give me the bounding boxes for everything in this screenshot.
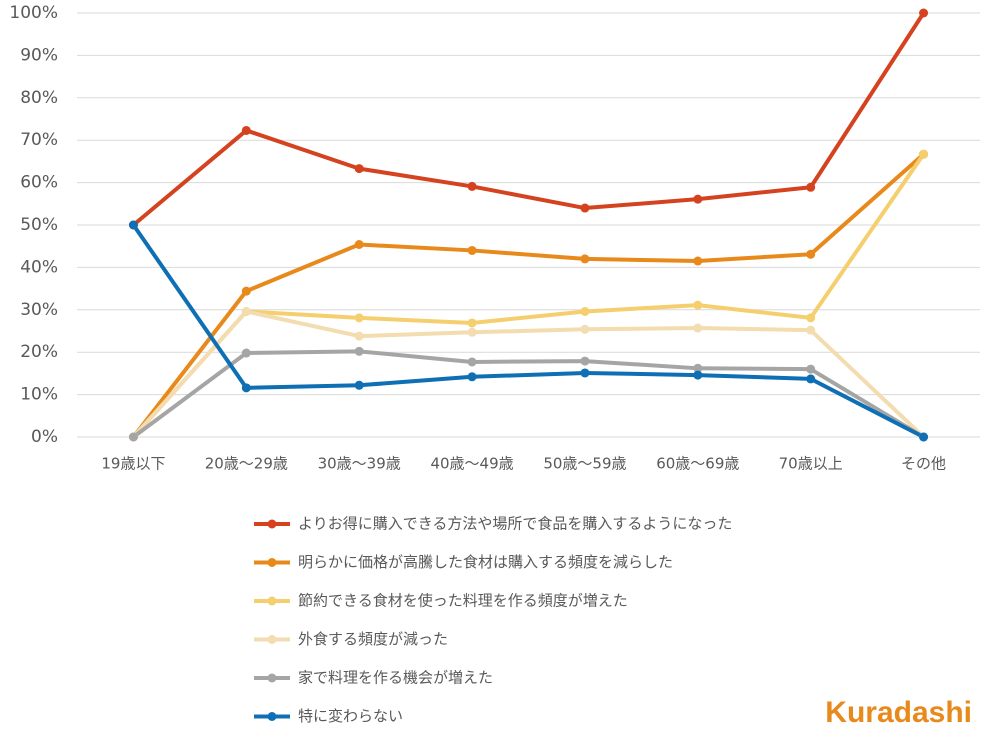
point xyxy=(806,249,816,259)
x-tick-label: 60歳～69歳 xyxy=(656,455,739,473)
point xyxy=(580,356,590,366)
point xyxy=(806,313,816,323)
legend-marker xyxy=(267,558,277,567)
point xyxy=(919,8,929,18)
point xyxy=(693,300,703,310)
point xyxy=(693,194,703,204)
y-tick-label: 60% xyxy=(20,173,58,193)
point xyxy=(467,327,477,337)
point xyxy=(919,432,929,442)
point xyxy=(354,240,364,250)
series-line xyxy=(131,223,925,439)
logo: Kuradashi xyxy=(825,696,972,729)
point xyxy=(693,323,703,333)
y-tick-label: 30% xyxy=(20,300,58,320)
y-tick-label: 100% xyxy=(9,3,58,23)
y-tick-label: 80% xyxy=(20,88,58,108)
series-line xyxy=(132,349,925,439)
y-tick-label: 0% xyxy=(31,427,58,447)
point xyxy=(806,325,816,335)
y-tick-label: 50% xyxy=(20,215,58,235)
y-tick-label: 40% xyxy=(20,257,58,277)
legend-marker xyxy=(267,519,277,529)
point xyxy=(241,286,251,296)
point xyxy=(467,181,477,191)
y-tick-label: 10% xyxy=(20,385,58,405)
point xyxy=(354,346,364,356)
x-tick-label: 30歳～39歳 xyxy=(318,455,401,473)
point xyxy=(467,318,477,328)
legend-label: 特に変わらない xyxy=(298,707,403,725)
point xyxy=(693,256,703,266)
series-line xyxy=(131,153,926,439)
series-line xyxy=(131,152,925,439)
point xyxy=(580,203,590,213)
point xyxy=(241,383,251,393)
point xyxy=(919,149,929,159)
legend-marker xyxy=(267,596,277,606)
point xyxy=(354,331,364,341)
point xyxy=(806,364,816,374)
series-line xyxy=(132,11,926,227)
point xyxy=(241,348,251,358)
legend-label: 外食する頻度が減った xyxy=(298,630,448,648)
point xyxy=(580,254,590,264)
x-tick-label: その他 xyxy=(901,455,946,473)
legend-label: 明らかに価格が高騰した食材は購入する頻度を減らした xyxy=(298,553,673,571)
point xyxy=(241,306,251,316)
legend-marker xyxy=(267,673,277,683)
y-tick-label: 70% xyxy=(20,130,58,150)
series-line xyxy=(131,309,925,439)
point xyxy=(467,245,477,255)
point xyxy=(241,125,251,135)
x-tick-label: 19歳以下 xyxy=(101,455,165,473)
x-tick-label: 40歳～49歳 xyxy=(430,455,513,473)
x-tick-label: 20歳～29歳 xyxy=(205,455,288,473)
y-tick-label: 20% xyxy=(20,342,58,362)
legend-marker xyxy=(267,712,277,721)
legend-marker xyxy=(267,635,277,644)
point xyxy=(354,380,364,390)
y-tick-label: 90% xyxy=(20,45,58,65)
legend-label: 家で料理を作る機会が増えた xyxy=(298,669,493,687)
point xyxy=(580,324,590,334)
x-tick-label: 70歳以上 xyxy=(779,455,843,473)
legend-label: よりお得に購入できる方法や場所で食品を購入するようになった xyxy=(298,515,732,533)
point xyxy=(128,432,138,442)
point xyxy=(128,220,138,230)
point xyxy=(806,182,816,192)
point xyxy=(693,370,703,380)
legend-label: 節約できる食材を使った料理を作る頻度が増えた xyxy=(298,592,628,610)
point xyxy=(806,374,816,384)
point xyxy=(467,357,477,367)
point xyxy=(467,372,477,382)
point xyxy=(693,363,703,373)
x-tick-label: 50歳～59歳 xyxy=(543,455,626,473)
point xyxy=(580,306,590,316)
point xyxy=(580,368,590,378)
point xyxy=(354,313,364,323)
point xyxy=(354,164,364,174)
